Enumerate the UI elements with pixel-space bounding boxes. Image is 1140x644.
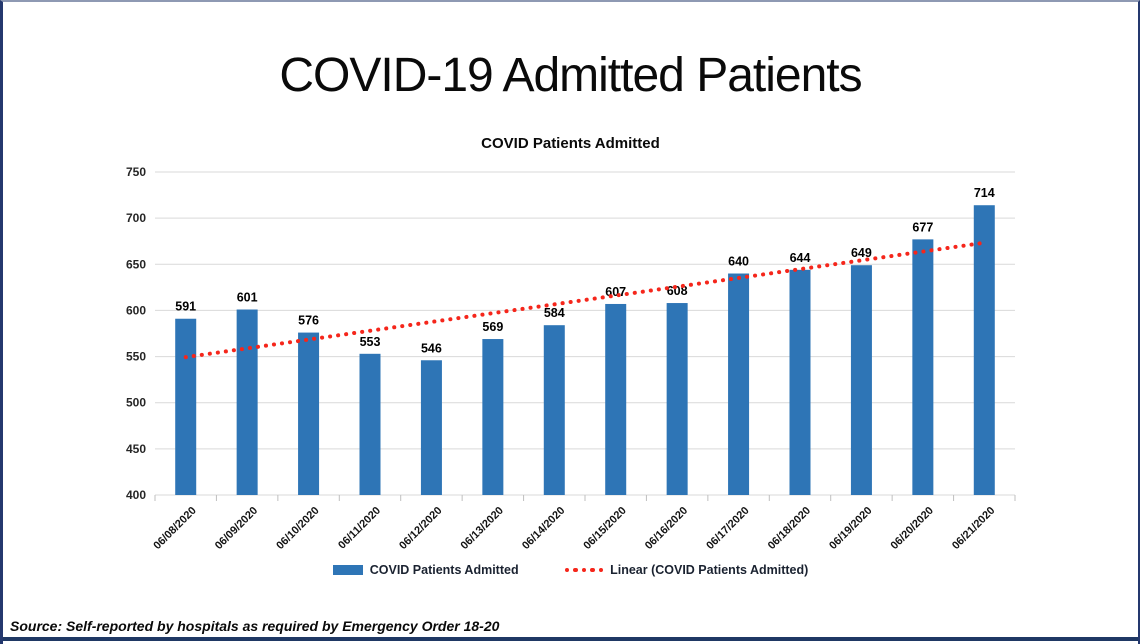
legend-bar-swatch-icon <box>332 565 363 575</box>
bar-value-label: 677 <box>912 220 933 234</box>
bar <box>666 303 688 495</box>
x-axis-category-label: 06/12/2020 <box>397 505 444 552</box>
bar <box>912 239 934 495</box>
bar <box>789 269 811 495</box>
bar-value-label: 640 <box>728 255 749 269</box>
y-axis-tick-label: 400 <box>126 488 146 502</box>
bar <box>298 332 320 495</box>
y-axis-tick-label: 750 <box>126 165 146 179</box>
bar-value-label: 553 <box>360 335 381 349</box>
chart-title: COVID Patients Admitted <box>481 135 660 152</box>
x-axis-category-label: 06/15/2020 <box>581 505 628 552</box>
bar <box>543 325 565 495</box>
bar <box>605 303 627 495</box>
x-axis-category-label: 06/11/2020 <box>336 505 383 552</box>
x-axis-category-label: 06/16/2020 <box>643 505 690 552</box>
bar <box>175 318 197 495</box>
x-axis-category-label: 06/10/2020 <box>274 505 321 552</box>
bar <box>236 309 258 495</box>
bar-value-label: 649 <box>851 246 872 260</box>
x-axis-category-label: 06/20/2020 <box>889 505 936 552</box>
x-axis-category-label: 06/21/2020 <box>950 505 997 552</box>
y-axis-tick-label: 650 <box>126 257 146 271</box>
legend-trendline-swatch-icon <box>564 567 604 573</box>
x-axis-category-label: 06/14/2020 <box>520 505 567 552</box>
bar <box>420 360 442 495</box>
bar-value-label: 601 <box>237 291 258 305</box>
legend-item-trendline: Linear (COVID Patients Admitted) <box>564 563 809 577</box>
x-axis-category-label: 06/17/2020 <box>704 505 751 552</box>
x-axis-category-label: 06/13/2020 <box>459 505 506 552</box>
bottom-border-bar <box>3 637 1138 641</box>
chart-legend: COVID Patients Admitted Linear (COVID Pa… <box>3 563 1138 577</box>
x-axis-category-label: 06/18/2020 <box>766 505 813 552</box>
y-axis-tick-label: 600 <box>126 303 146 317</box>
legend-trendline-label: Linear (COVID Patients Admitted) <box>610 563 809 577</box>
y-axis-tick-label: 500 <box>126 396 146 410</box>
y-axis-tick-label: 550 <box>126 350 146 364</box>
bar-value-label: 714 <box>974 186 995 200</box>
y-axis-tick-label: 700 <box>126 211 146 225</box>
bar-value-label: 576 <box>298 314 319 328</box>
bar-value-label: 607 <box>605 285 626 299</box>
bar-value-label: 644 <box>790 251 811 265</box>
legend-item-series: COVID Patients Admitted <box>332 563 519 577</box>
chart-plot-area: 400 450 500 550 600 650 700 750 591 06/08/2020 601… <box>126 165 1016 552</box>
bar <box>482 339 504 495</box>
legend-series-label: COVID Patients Admitted <box>369 563 519 577</box>
bar <box>973 205 995 496</box>
page-title: COVID-19 Admitted Patients <box>279 49 862 102</box>
x-axis-category-label: 06/08/2020 <box>151 505 198 552</box>
bar-value-label: 569 <box>482 320 503 334</box>
x-axis-category-label: 06/19/2020 <box>827 505 874 552</box>
x-axis-category-label: 06/09/2020 <box>213 505 260 552</box>
bar <box>359 353 381 495</box>
bar <box>728 273 750 495</box>
bar <box>850 265 872 495</box>
bar-value-label: 591 <box>175 300 196 314</box>
source-note: Source: Self-reported by hospitals as re… <box>10 618 500 634</box>
y-axis-tick-label: 450 <box>126 442 146 456</box>
bar-value-label: 546 <box>421 341 442 355</box>
bar-value-label: 584 <box>544 306 565 320</box>
trendline <box>183 240 987 360</box>
